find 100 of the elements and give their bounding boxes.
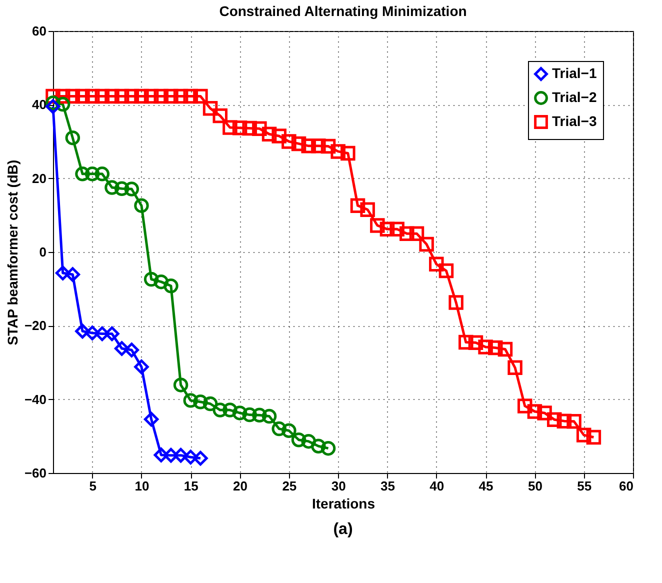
point [537,406,552,420]
point [134,360,149,374]
point [272,128,286,144]
legend-label: Trial−2 [552,89,597,105]
point [488,340,503,356]
point [350,198,366,213]
point [104,180,120,195]
point [478,340,493,354]
y-tick-label: −20 [24,318,46,334]
point [291,136,306,152]
point [272,421,286,436]
point [46,99,60,114]
point [409,226,424,241]
point [193,450,208,466]
point [330,144,346,159]
point [252,408,267,423]
point [360,202,375,218]
y-tick-label: 0 [39,244,46,260]
point [202,396,218,412]
x-tick-label: 55 [577,478,592,494]
point [390,222,404,237]
legend-label: Trial−1 [552,65,597,81]
y-tick-label: 40 [32,97,46,112]
x-tick-label: 20 [233,478,248,494]
x-tick-label: 10 [134,478,150,494]
point [75,324,90,339]
point [556,414,572,428]
y-tick-label: −60 [24,466,46,480]
y-axis-title: STAP beamformer cost (dB) [4,160,20,346]
point [320,440,336,456]
x-tick-label: 50 [528,478,542,494]
x-tick-label: 45 [478,478,494,494]
point [576,428,592,442]
point [124,342,140,358]
point [164,88,178,104]
point [114,88,130,104]
point [527,404,542,419]
point [340,146,356,161]
point [586,430,602,445]
point [291,432,306,448]
point [65,130,80,146]
point [252,121,267,136]
point [94,88,110,104]
point [124,182,140,196]
point [400,226,414,241]
x-axis-title: Iterations [312,496,376,512]
point [84,326,100,340]
y-tick-label: −40 [24,392,46,407]
point [232,406,248,420]
x-tick-label: 60 [619,478,634,494]
point [311,138,326,154]
point [104,88,120,104]
point [84,166,100,182]
point [75,88,90,104]
point [173,448,188,463]
point [144,88,159,104]
point [154,274,169,290]
point [370,218,385,233]
point [517,398,532,414]
point [320,138,336,154]
point [134,88,149,104]
x-tick-label: 5 [89,478,96,494]
point [212,108,228,124]
point [301,138,316,154]
point [164,278,178,294]
point [173,88,188,104]
point [222,120,238,135]
point [75,166,90,182]
point [183,450,198,465]
point [429,256,444,272]
point [202,100,218,116]
point [232,120,248,136]
y-tick-label: 60 [32,24,46,38]
point [173,378,188,392]
point [134,198,149,213]
point [65,267,80,282]
point [448,295,464,310]
point [144,272,159,287]
point [458,334,474,350]
point [242,407,257,422]
point [144,412,159,427]
point [114,341,130,356]
point [183,393,198,408]
text: (a) [333,521,353,538]
x-tick-label: 30 [331,478,346,494]
point [438,263,454,278]
point [193,394,208,410]
point [262,408,277,424]
point [282,134,296,149]
point [154,88,169,104]
point [498,342,513,357]
x-tick-label: 15 [184,478,198,494]
point [154,448,169,462]
point [262,126,277,142]
x-tick-label: 35 [380,478,395,494]
point [193,88,208,104]
point [55,266,70,280]
point [566,414,582,429]
y-tick-label: 20 [32,170,46,186]
point [380,222,395,237]
